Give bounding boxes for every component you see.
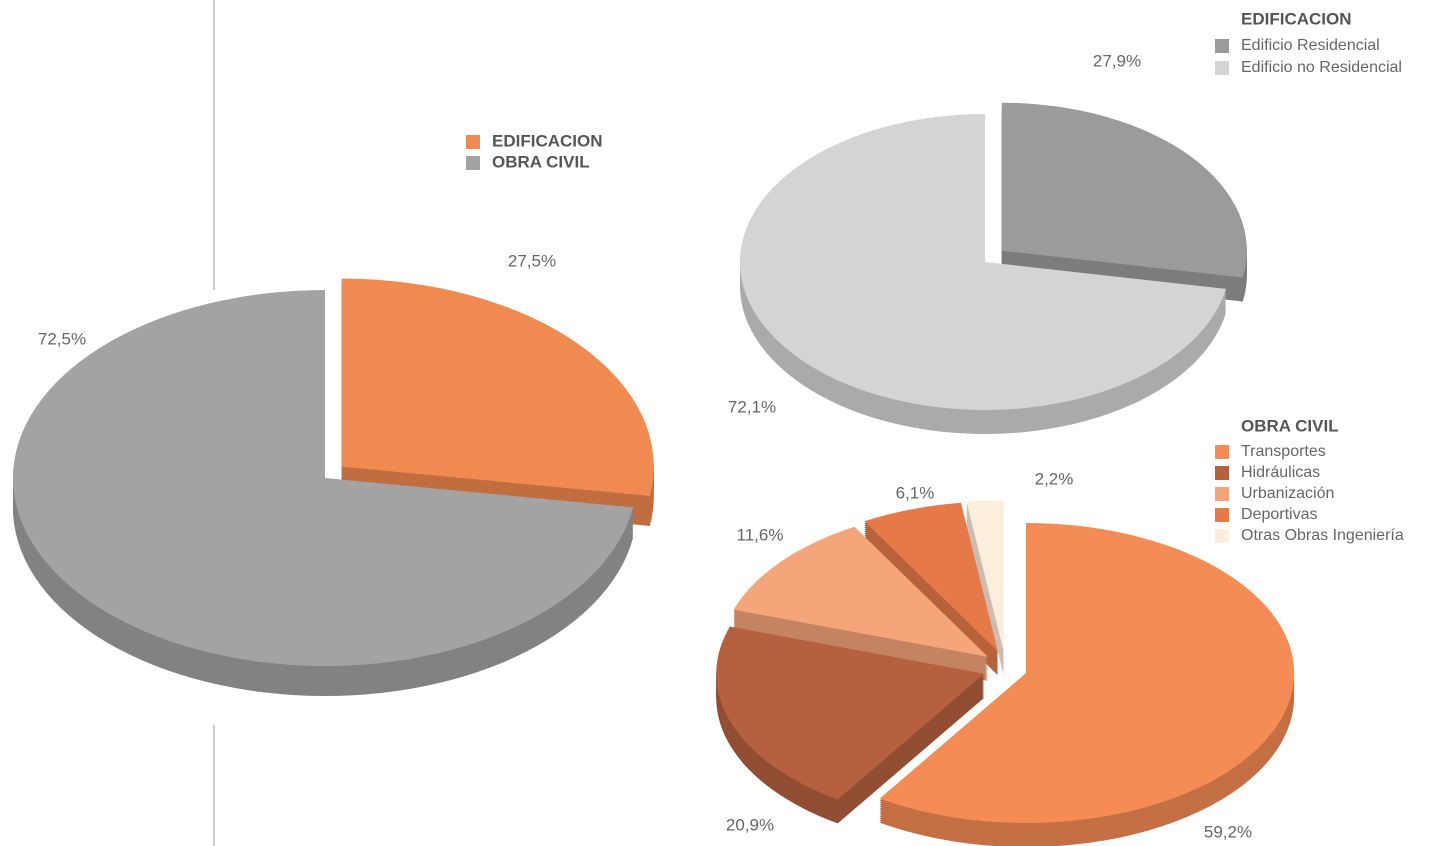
slice: [341, 278, 654, 496]
legend-label: EDIFICACION: [492, 131, 603, 150]
legend-swatch: [1215, 487, 1229, 501]
legend-swatch: [1215, 445, 1229, 459]
legend-swatch: [1215, 508, 1229, 522]
value-label: 59,2%: [1204, 822, 1252, 841]
slice: [966, 500, 1004, 651]
legend-swatch: [1215, 466, 1229, 480]
pie: [740, 102, 1247, 434]
value-label: 27,9%: [1093, 51, 1141, 70]
legend-swatch: [466, 135, 480, 149]
pie: [716, 500, 1295, 846]
value-label: 2,2%: [1035, 469, 1074, 488]
slice: [864, 502, 998, 652]
legend-label: OBRA CIVIL: [492, 152, 590, 171]
value-label: 72,1%: [728, 397, 776, 416]
slice: [740, 114, 1226, 410]
legend-label: Edificio no Residencial: [1241, 59, 1402, 76]
slice: [733, 526, 988, 657]
legend-label: Deportivas: [1241, 506, 1317, 523]
value-label: 11,6%: [737, 525, 784, 544]
slice: [12, 290, 634, 666]
legend-title: OBRA CIVIL: [1241, 416, 1339, 435]
pie: [12, 278, 654, 696]
value-label: 27,5%: [508, 251, 556, 270]
slice: [716, 626, 985, 800]
legend-title: EDIFICACION: [1241, 9, 1352, 28]
legend-label: Edificio Residencial: [1241, 37, 1380, 54]
value-label: 72,5%: [38, 329, 86, 348]
legend-swatch: [1215, 529, 1229, 543]
legend-swatch: [1215, 39, 1229, 53]
legend-swatch: [1215, 61, 1229, 75]
legend-label: Otras Obras Ingeniería: [1241, 527, 1404, 544]
value-label: 6,1%: [896, 483, 935, 502]
value-label: 20,9%: [726, 815, 774, 834]
slice: [1001, 102, 1247, 278]
legend-label: Transportes: [1241, 443, 1326, 460]
slice: [879, 523, 1295, 824]
legend-label: Urbanización: [1241, 485, 1334, 502]
legend-label: Hidráulicas: [1241, 464, 1320, 481]
legend-swatch: [466, 156, 480, 170]
